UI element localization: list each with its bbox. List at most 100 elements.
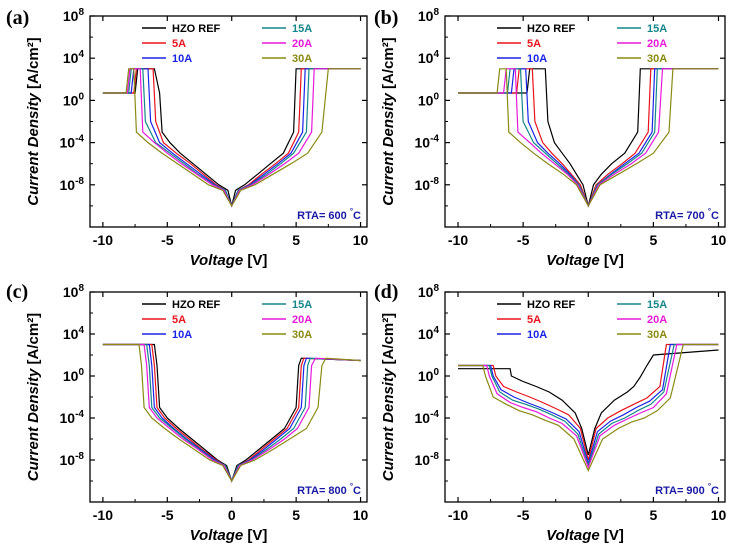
rta-annotation: RTA= 700 °C: [655, 207, 719, 222]
legend-label: 15A: [292, 23, 312, 35]
series-line-30a: [102, 343, 361, 483]
y-tick-label: 108: [63, 283, 85, 300]
y-tick-label: 104: [63, 325, 85, 342]
legend-label: 10A: [527, 329, 547, 341]
x-tick-label: -10: [448, 507, 468, 523]
x-tick-label: -5: [161, 507, 174, 523]
x-axis-label: Voltage [V]: [190, 527, 268, 544]
legend-label: 10A: [527, 53, 547, 65]
plot-frame: [444, 15, 726, 228]
series-line-5a: [458, 343, 719, 461]
legend-label: 20A: [292, 38, 312, 50]
y-axis-label: Current Density [A/cm²]: [380, 37, 397, 205]
legend-label: 15A: [647, 299, 667, 311]
series-line-15a: [458, 343, 719, 468]
x-tick-label: -10: [93, 232, 113, 248]
rta-annotation: RTA= 900 °C: [655, 482, 719, 497]
y-tick-label: 108: [63, 7, 85, 24]
x-axis-label: Voltage [V]: [190, 252, 268, 269]
y-tick-label: 104: [418, 325, 440, 342]
series-line-30a: [458, 68, 719, 208]
x-tick-label: 5: [649, 507, 657, 523]
plot-frame: [89, 15, 368, 228]
legend-label: HZO REF: [172, 299, 221, 311]
series-line-20a: [102, 68, 361, 208]
x-axis-label: Voltage [V]: [546, 252, 624, 269]
series-line-20a: [458, 68, 719, 208]
y-tick-label: 10-8: [415, 176, 440, 193]
legend-label: 30A: [292, 53, 312, 65]
x-tick-label: 10: [353, 232, 369, 248]
y-tick-label: 10-8: [60, 176, 85, 193]
rta-annotation: RTA= 800 °C: [297, 482, 361, 497]
y-tick-label: 10-4: [60, 409, 85, 426]
y-tick-label: 100: [418, 367, 440, 384]
legend-label: 5A: [527, 314, 541, 326]
series-line-30a: [102, 68, 361, 208]
x-tick-label: 5: [292, 507, 300, 523]
x-tick-label: 10: [711, 507, 727, 523]
panel-c: (c) -10 -5 0 5 10 10-8 10-4 100 104 108 Current Den…: [6, 281, 369, 544]
x-tick-label: -10: [93, 507, 113, 523]
legend-label: 5A: [172, 38, 186, 50]
y-tick-label: 108: [418, 7, 440, 24]
y-tick-label: 100: [418, 91, 440, 108]
legend-label: 5A: [172, 314, 186, 326]
series-line-5a: [458, 68, 719, 208]
series-line-20a: [458, 343, 719, 470]
y-tick-label: 10-4: [415, 409, 440, 426]
y-axis-label: Current Density [A/cm²]: [380, 313, 397, 481]
panel-label: (a): [6, 7, 29, 29]
legend-label: 10A: [172, 329, 192, 341]
panel-label: (b): [374, 7, 398, 29]
legend-label: 30A: [647, 53, 667, 65]
y-tick-label: 10-4: [60, 134, 85, 151]
y-axis-label: Current Density [A/cm²]: [25, 37, 42, 205]
legend-label: 5A: [527, 38, 541, 50]
y-tick-label: 104: [418, 49, 440, 66]
x-tick-label: 10: [353, 507, 369, 523]
legend-label: HZO REF: [527, 299, 576, 311]
legend-label: 30A: [292, 329, 312, 341]
x-tick-label: 5: [649, 232, 657, 248]
series-line-hzo-ref: [102, 343, 361, 483]
series-line-10a: [458, 343, 719, 466]
series-line-15a: [458, 68, 719, 208]
series-line-hzo-ref: [458, 349, 719, 456]
y-tick-label: 100: [63, 91, 85, 108]
legend-label: 20A: [292, 314, 312, 326]
panel-label: (c): [6, 281, 28, 303]
y-axis-label: Current Density [A/cm²]: [25, 313, 42, 481]
panel-b: (b) -10 -5 0 5 10 10-8 10-4 100 104 108 Current Den…: [374, 7, 726, 269]
plot-frame: [444, 291, 726, 503]
x-tick-label: -10: [448, 232, 468, 248]
x-tick-label: -5: [161, 232, 174, 248]
y-tick-label: 10-8: [60, 451, 85, 468]
x-tick-label: 5: [292, 232, 300, 248]
x-tick-label: -5: [517, 232, 530, 248]
rta-annotation: RTA= 600 °C: [297, 207, 361, 222]
series-line-30a: [458, 343, 719, 472]
panel-label: (d): [374, 281, 398, 303]
legend-label: HZO REF: [172, 23, 221, 35]
legend-label: 20A: [647, 38, 667, 50]
y-tick-label: 100: [63, 367, 85, 384]
y-tick-label: 108: [418, 283, 440, 300]
y-tick-label: 10-4: [415, 134, 440, 151]
legend-label: 30A: [647, 329, 667, 341]
legend-label: 10A: [172, 53, 192, 65]
panel-d: (d) -10 -5 0 5 10 10-8 10-4 100 104 108 Current Den…: [374, 281, 726, 544]
x-tick-label: 0: [228, 507, 236, 523]
series-line-hzo-ref: [458, 68, 719, 207]
legend-label: 20A: [647, 314, 667, 326]
panel-a: (a) -10 -5 0 5 10 10-8 10-4 100 104 108 Current Den…: [6, 7, 369, 269]
legend-label: 15A: [647, 23, 667, 35]
x-tick-label: 10: [711, 232, 727, 248]
x-tick-label: 0: [584, 507, 592, 523]
legend-label: 15A: [292, 299, 312, 311]
y-tick-label: 104: [63, 49, 85, 66]
y-tick-label: 10-8: [415, 451, 440, 468]
x-axis-label: Voltage [V]: [546, 527, 624, 544]
x-tick-label: -5: [517, 507, 530, 523]
